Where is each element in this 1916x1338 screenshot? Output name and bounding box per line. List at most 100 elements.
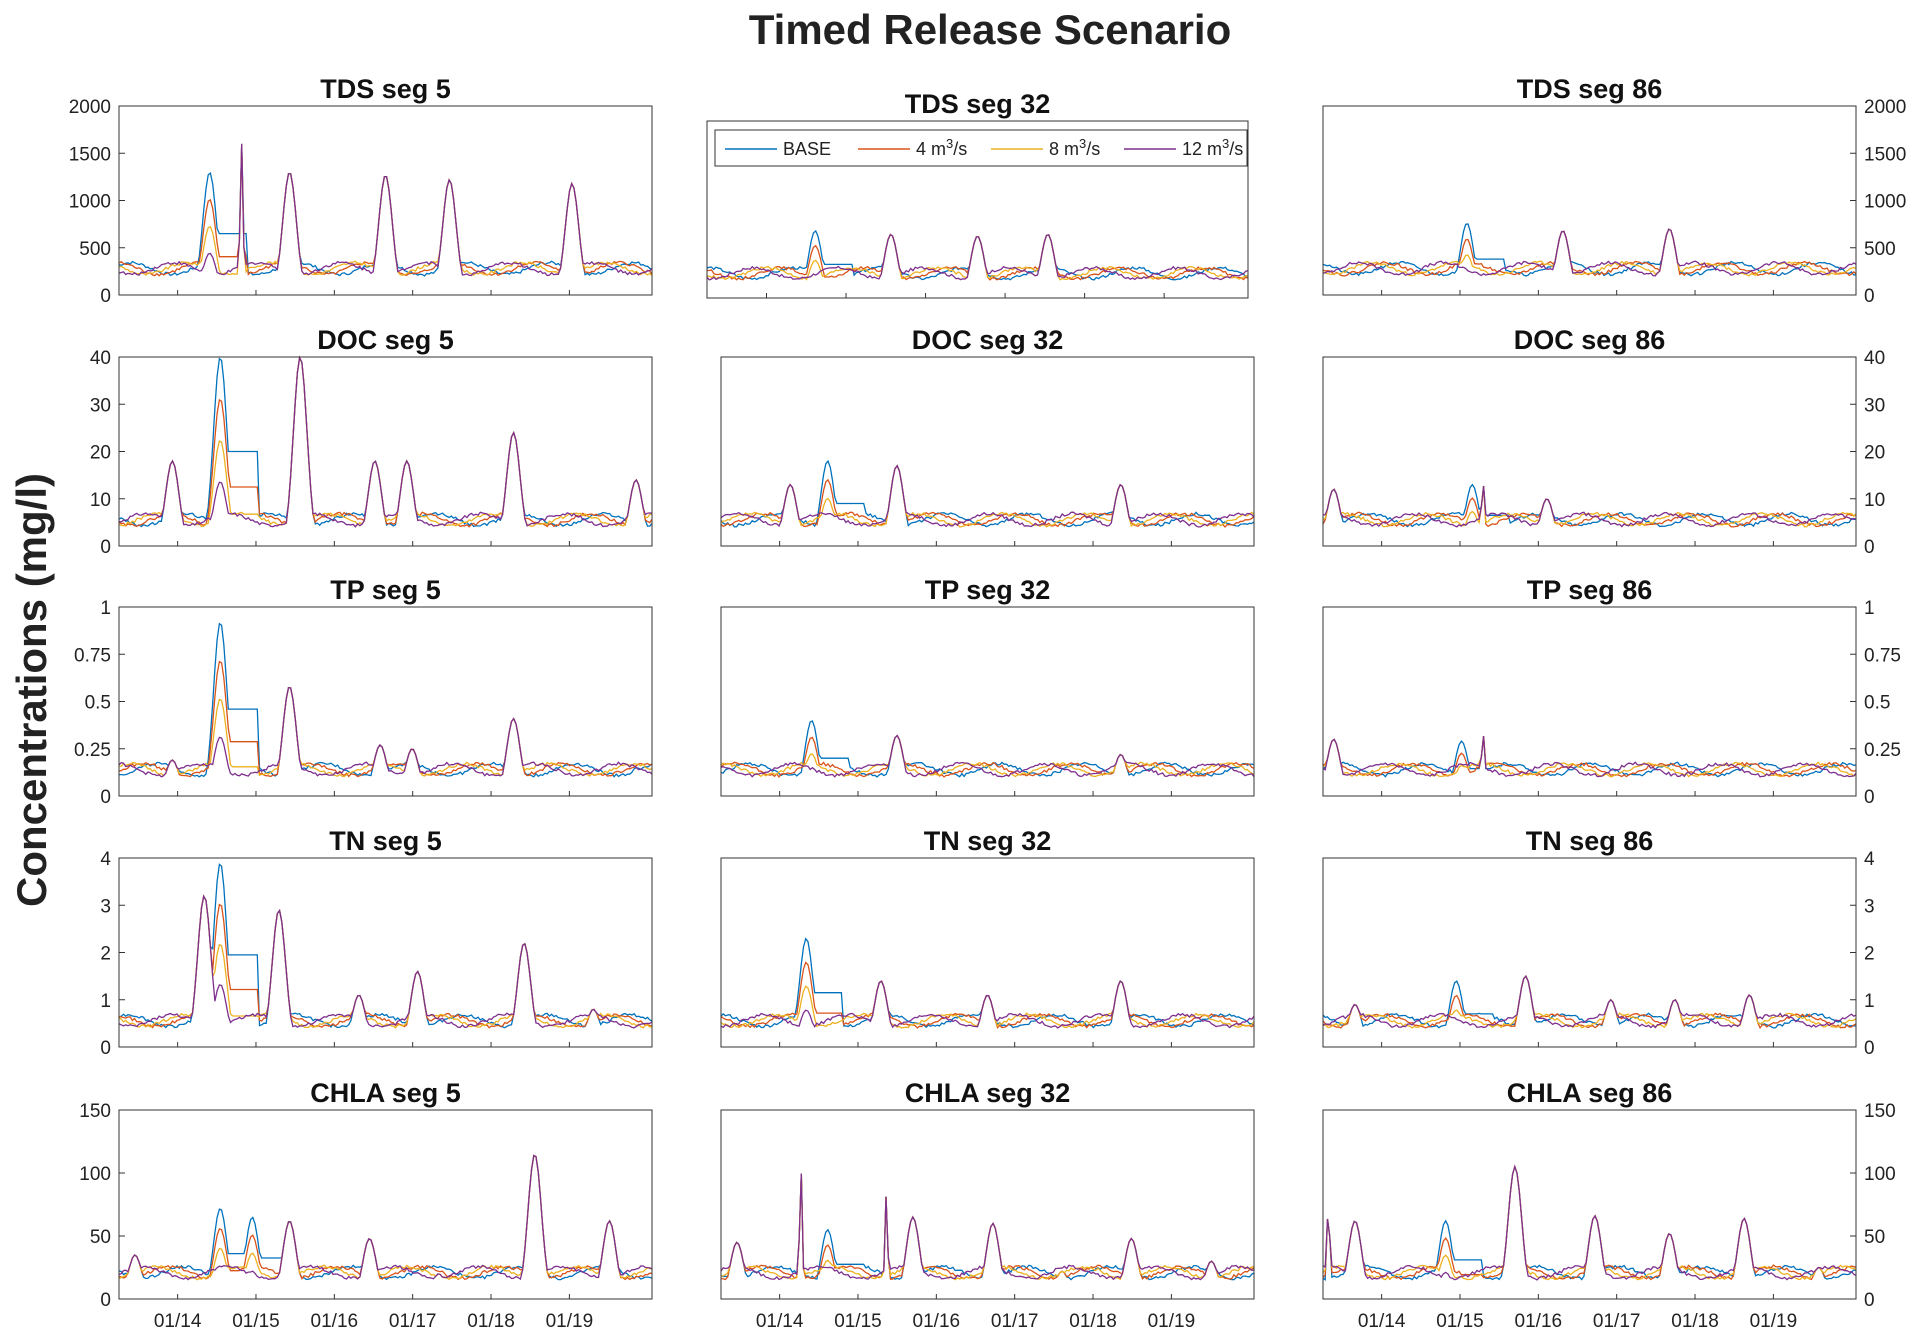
panel-tn-seg-86-line-8-m3-s — [1322, 975, 1857, 1029]
panel-tn-seg-86-ytick-label: 0 — [1864, 1038, 1875, 1059]
panel-tp-seg-86-ytick-label: 0 — [1864, 787, 1875, 808]
panel-tp-seg-32-line-12-m3-s — [720, 734, 1255, 778]
panel-tn-seg-32-title: TN seg 32 — [924, 826, 1052, 856]
panel-tds-seg-5-line-base — [118, 143, 653, 277]
panel-tds-seg-5-ytick-label: 0 — [100, 286, 111, 307]
panel-tp-seg-32-line-4-m3-s — [720, 734, 1255, 778]
panel-tn-seg-5-line-12-m3-s — [118, 894, 653, 1029]
panel-doc-seg-86-ytick-label: 40 — [1864, 348, 1885, 369]
panel-chla-seg-86-line-4-m3-s — [1322, 1164, 1857, 1281]
panel-tds-seg-5-ytick-label: 500 — [79, 239, 111, 260]
panel-tds-seg-86-ytick-label: 0 — [1864, 286, 1875, 307]
panel-tp-seg-32-axes — [720, 606, 1255, 797]
panel-tds-seg-5-ytick-label: 2000 — [69, 97, 111, 118]
panel-doc-seg-32-line-4-m3-s — [720, 464, 1255, 528]
panel-tds-seg-5-line-12-m3-s — [118, 143, 653, 277]
panel-chla-seg-86-xtick-label: 01/16 — [1515, 1311, 1563, 1332]
panel-chla-seg-86-ytick-label: 150 — [1864, 1101, 1896, 1122]
panel-doc-seg-32: DOC seg 32 — [720, 325, 1255, 547]
panel-chla-seg-5-xtick-label: 01/16 — [311, 1311, 359, 1332]
panel-chla-seg-32-line-12-m3-s — [720, 1173, 1255, 1281]
panel-doc-seg-5-ytick-label: 0 — [100, 537, 111, 558]
panel-tp-seg-5-ytick-label: 1 — [100, 598, 111, 619]
panel-chla-seg-5-xtick-label: 01/15 — [232, 1311, 280, 1332]
panel-chla-seg-86-axes — [1322, 1109, 1857, 1300]
panel-doc-seg-32-title: DOC seg 32 — [912, 325, 1064, 355]
panel-chla-seg-86-title: CHLA seg 86 — [1507, 1078, 1673, 1108]
panel-doc-seg-86-ytick-label: 0 — [1864, 537, 1875, 558]
panel-tp-seg-5-ytick-label: 0.75 — [74, 645, 111, 666]
panel-doc-seg-86-title: DOC seg 86 — [1514, 325, 1666, 355]
panel-tp-seg-5-line-base — [119, 622, 653, 778]
panel-tds-seg-86: TDS seg 86 0 500 1000 1500 2000 — [1322, 74, 1906, 307]
panel-doc-seg-5-title: DOC seg 5 — [317, 325, 454, 355]
panel-chla-seg-5-line-12-m3-s — [118, 1154, 653, 1281]
panel-tn-seg-5-line-8-m3-s — [118, 894, 653, 1029]
panel-chla-seg-32-xtick-label: 01/19 — [1148, 1311, 1196, 1332]
panel-doc-seg-5-line-base — [118, 355, 653, 528]
panel-doc-seg-86-line-base — [1322, 483, 1857, 528]
legend-box — [714, 129, 1248, 167]
panel-tn-seg-5-line-4-m3-s — [118, 894, 653, 1029]
panel-doc-seg-5-line-8-m3-s — [118, 355, 653, 528]
panel-chla-seg-5-xtick-label: 01/18 — [467, 1311, 515, 1332]
panel-chla-seg-5-ytick-label: 150 — [79, 1101, 111, 1122]
panel-chla-seg-32-xtick-label: 01/17 — [991, 1311, 1039, 1332]
panel-doc-seg-5: DOC seg 5 0 10 20 30 40 — [90, 325, 653, 558]
panel-tn-seg-32-axes — [720, 857, 1255, 1048]
panel-chla-seg-86-xtick-label: 01/18 — [1671, 1311, 1719, 1332]
panel-tp-seg-32-title: TP seg 32 — [925, 575, 1051, 605]
panel-doc-seg-5-ytick-label: 40 — [90, 348, 111, 369]
panel-tn-seg-5-ytick-label: 3 — [100, 896, 111, 917]
panel-doc-seg-5-ytick-label: 10 — [90, 490, 111, 511]
panel-tn-seg-5-title: TN seg 5 — [329, 826, 442, 856]
panel-doc-seg-5-ytick-label: 20 — [90, 443, 111, 464]
panel-chla-seg-5-line-4-m3-s — [118, 1154, 653, 1281]
panel-tds-seg-32-line-base — [706, 229, 1249, 281]
panel-chla-seg-32: CHLA seg 32 01/14 01/15 01/16 01/17 01/18 01/1… — [720, 1078, 1255, 1332]
panel-tds-seg-86-line-8-m3-s — [1322, 228, 1857, 277]
panel-tp-seg-5-title: TP seg 5 — [330, 575, 441, 605]
panel-tp-seg-86-ytick-label: 0.75 — [1864, 645, 1901, 666]
panel-chla-seg-32-axes — [720, 1109, 1255, 1300]
panel-tp-seg-86: TP seg 86 0 0.25 0.5 0.75 1 — [1322, 575, 1901, 808]
panel-tn-seg-86: TN seg 86 0 1 2 3 4 — [1322, 826, 1875, 1059]
panel-doc-seg-86-ytick-label: 30 — [1864, 395, 1885, 416]
panel-tn-seg-86-line-base — [1322, 975, 1857, 1029]
panel-doc-seg-32-line-8-m3-s — [720, 464, 1255, 528]
panel-tds-seg-32: TDS seg 32 — [706, 89, 1249, 299]
legend-label-8-m3-s: 8 m3/s — [1049, 136, 1100, 159]
panel-tn-seg-32: TN seg 32 — [720, 826, 1255, 1048]
legend-label-12-m3-s: 12 m3/s — [1182, 136, 1243, 159]
panel-chla-seg-5-xtick-label: 01/19 — [546, 1311, 594, 1332]
panel-tp-seg-5-line-8-m3-s — [118, 686, 653, 778]
panel-chla-seg-5-xtick-label: 01/14 — [154, 1311, 202, 1332]
panel-tn-seg-5-ytick-label: 0 — [100, 1038, 111, 1059]
panel-tp-seg-5-ytick-label: 0 — [100, 787, 111, 808]
panel-chla-seg-32-xtick-label: 01/15 — [834, 1311, 882, 1332]
panel-tds-seg-5-title: TDS seg 5 — [320, 74, 451, 104]
panel-doc-seg-86-ytick-label: 10 — [1864, 490, 1885, 511]
panel-tp-seg-86-line-4-m3-s — [1322, 736, 1857, 778]
panel-doc-seg-32-line-base — [720, 459, 1255, 528]
panel-tn-seg-86-ytick-label: 2 — [1864, 944, 1875, 965]
panel-tn-seg-5-line-base — [118, 863, 653, 1029]
panel-chla-seg-5-ytick-label: 100 — [79, 1164, 111, 1185]
panel-tn-seg-5: TN seg 5 0 1 2 3 4 — [100, 826, 653, 1059]
panel-tds-seg-86-ytick-label: 2000 — [1864, 97, 1906, 118]
panel-chla-seg-86-line-12-m3-s — [1322, 1164, 1857, 1281]
panel-tds-seg-32-title: TDS seg 32 — [905, 89, 1051, 119]
panel-tds-seg-5-ytick-label: 1500 — [69, 144, 111, 165]
panel-tp-seg-32-line-8-m3-s — [720, 734, 1255, 778]
panel-tds-seg-5-axes — [118, 105, 653, 296]
panel-doc-seg-5-line-4-m3-s — [118, 355, 653, 528]
panel-tn-seg-32-line-12-m3-s — [720, 980, 1255, 1029]
panel-tds-seg-5-ytick-label: 1000 — [69, 192, 111, 213]
panel-tds-seg-32-axes — [706, 120, 1249, 299]
panel-tp-seg-86-ytick-label: 0.5 — [1864, 693, 1890, 714]
panel-chla-seg-86-ytick-label: 50 — [1864, 1227, 1885, 1248]
panel-chla-seg-5-line-base — [118, 1154, 653, 1281]
panel-doc-seg-32-axes — [720, 356, 1255, 547]
panel-tp-seg-86-line-12-m3-s — [1322, 736, 1857, 778]
